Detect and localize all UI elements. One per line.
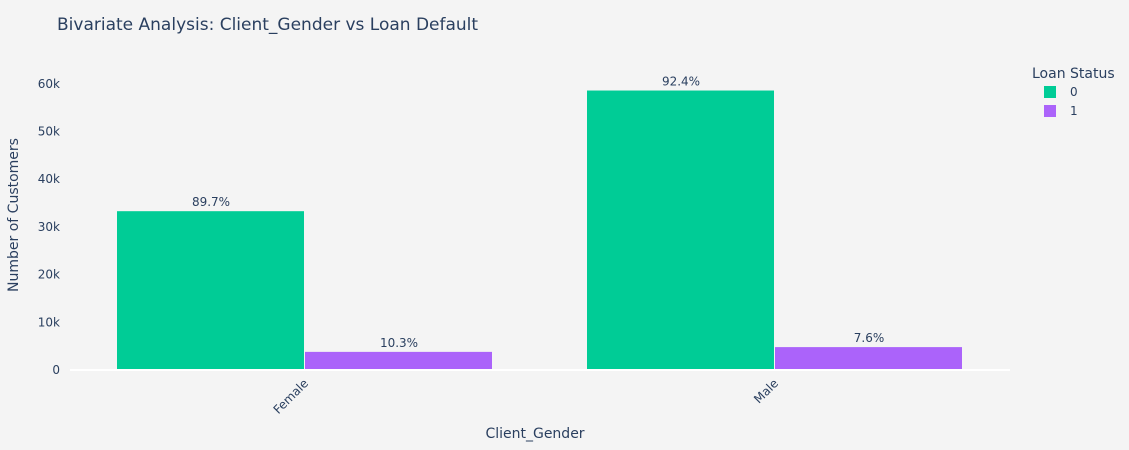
legend-item-label[interactable]: 1 [1070,104,1078,118]
y-tick-label: 60k [38,77,60,91]
bar[interactable] [117,211,304,370]
bars [117,90,962,371]
y-tick-label: 0 [52,363,60,377]
y-tick-label: 30k [38,220,60,234]
x-axis-ticks: Female Male [271,376,782,417]
y-tick-label: 10k [38,315,60,329]
bar-labels: 89.7% 10.3% 92.4% 7.6% [192,75,884,350]
bar[interactable] [305,351,492,370]
legend-swatch[interactable] [1044,105,1056,117]
bar-data-label: 89.7% [192,195,230,209]
bar-data-label: 7.6% [854,331,885,345]
y-tick-label: 40k [38,172,60,186]
bar[interactable] [587,90,774,371]
y-axis-title: Number of Customers [6,138,22,292]
y-axis-ticks: 0 10k 20k 30k 40k 50k 60k [38,77,60,377]
bar[interactable] [775,347,962,370]
chart-title: Bivariate Analysis: Client_Gender vs Loa… [57,15,478,35]
legend-swatch[interactable] [1044,86,1056,98]
x-axis-title: Client_Gender [485,426,584,442]
bar-data-label: 92.4% [662,75,700,89]
legend-title: Loan Status [1032,66,1115,82]
x-tick-label: Male [751,376,781,406]
x-tick-label: Female [271,376,312,417]
y-tick-label: 20k [38,268,60,282]
bar-data-label: 10.3% [380,336,418,350]
legend[interactable]: Loan Status 0 1 [1032,66,1115,118]
y-tick-label: 50k [38,125,60,139]
legend-item-label[interactable]: 0 [1070,85,1078,99]
